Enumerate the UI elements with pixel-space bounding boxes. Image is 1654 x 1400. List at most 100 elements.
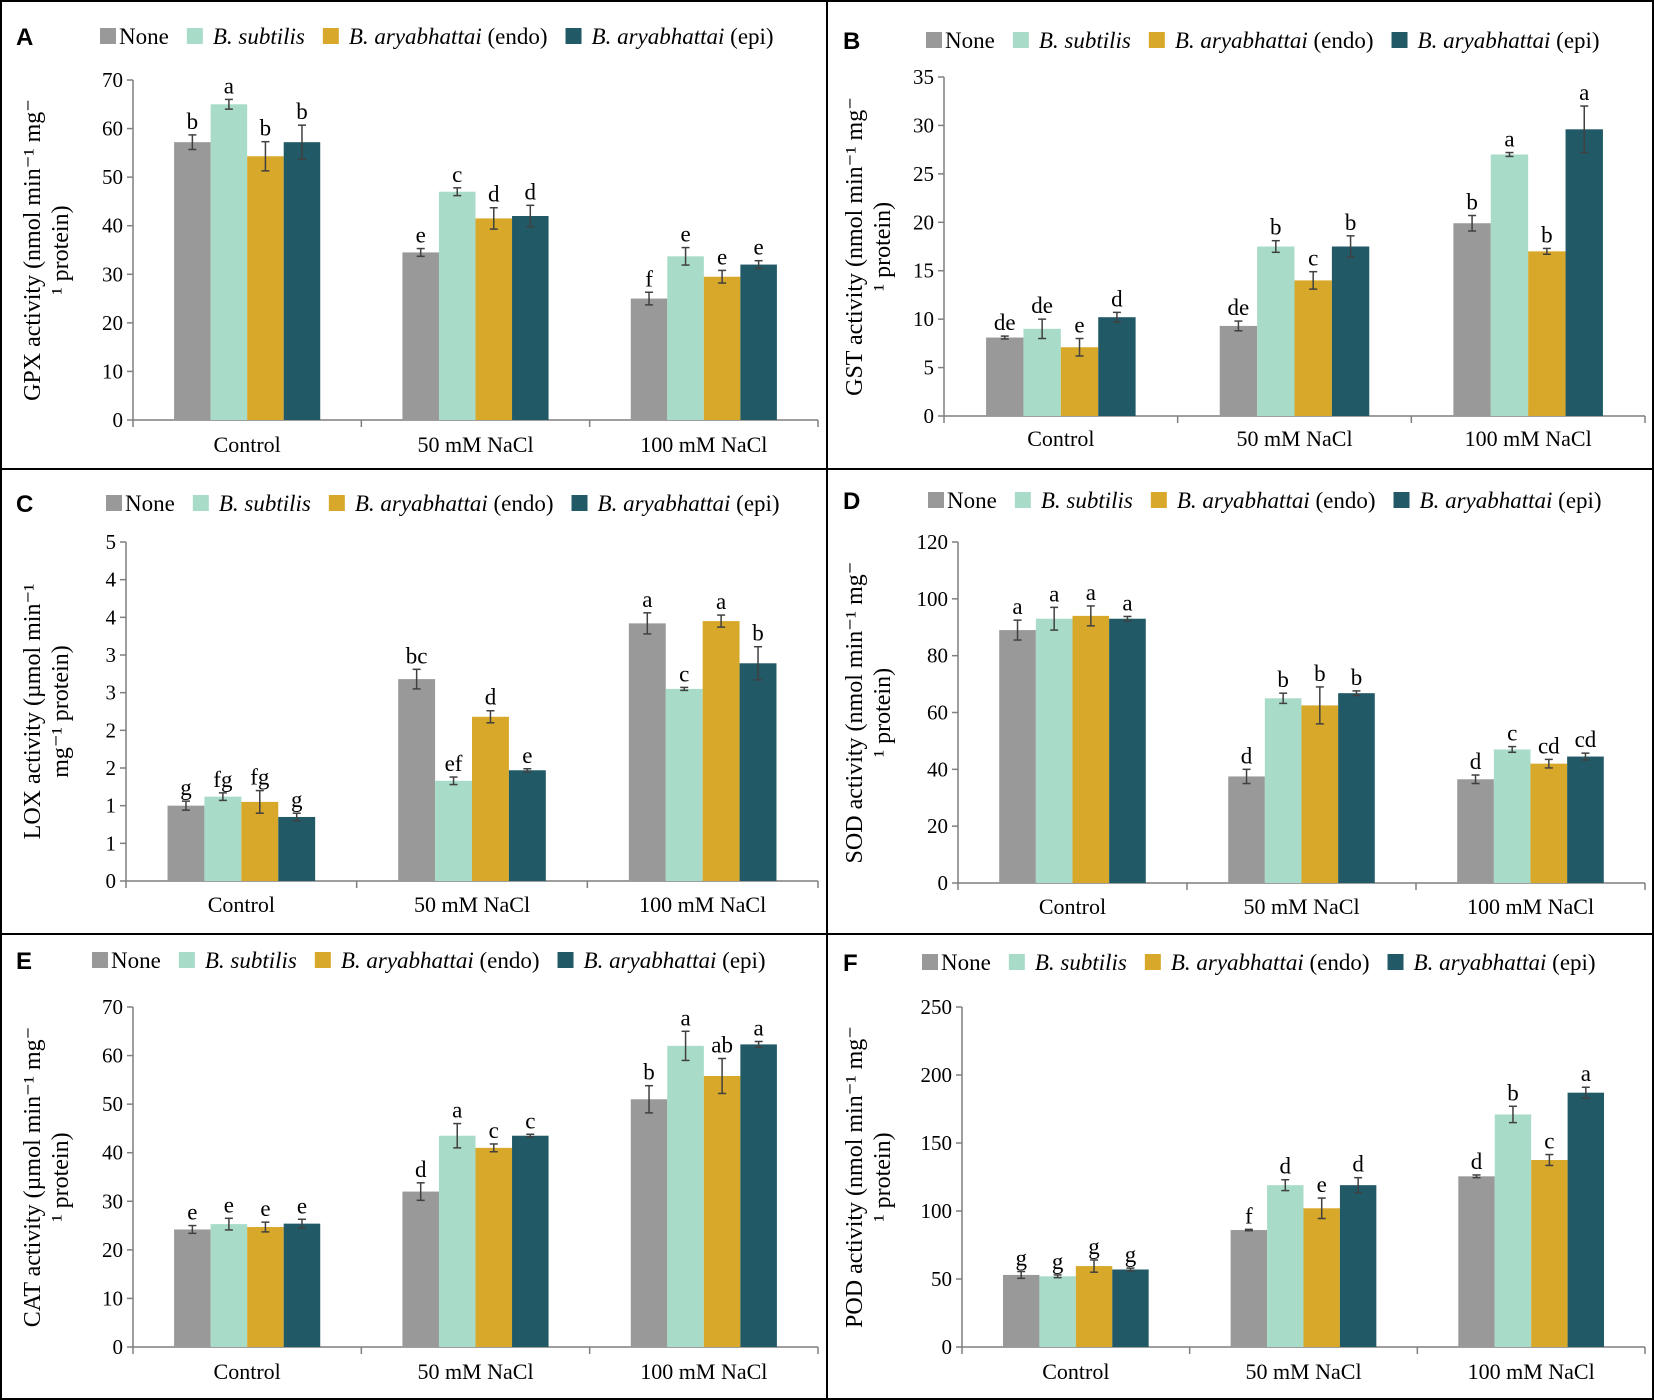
y-tick-label: 30 [913, 113, 934, 137]
y-tick-label: 5 [924, 356, 935, 380]
y-tick-label: 2 [106, 718, 117, 742]
panel-letter: B [843, 28, 860, 55]
data-label: e [260, 1196, 270, 1221]
y-axis-label: GPX activity (nmol min⁻¹ mg⁻ [20, 99, 46, 401]
y-tick-label: 20 [102, 1238, 123, 1262]
data-label: c [489, 1118, 499, 1143]
legend-swatch [178, 952, 195, 968]
y-tick-label: 70 [102, 68, 123, 92]
legend: None B. subtilis B. aryabhattai (endo) B. a… [92, 948, 766, 973]
data-label: de [1228, 295, 1250, 320]
data-label: b [752, 621, 764, 646]
data-label: de [1031, 293, 1053, 318]
legend-swatch [1387, 954, 1404, 970]
x-tick-label: Control [208, 892, 275, 917]
bar [174, 142, 211, 420]
data-label: a [1581, 1061, 1591, 1086]
data-label: a [1122, 590, 1132, 615]
data-label: e [680, 222, 690, 247]
data-label: d [1241, 743, 1253, 768]
bar [1230, 1230, 1268, 1347]
y-axis-label: CAT activity (µmol min⁻¹ mg⁻ [20, 1027, 46, 1328]
chart-panel-d: D None B. subtilis B. aryabhattai (endo) B. … [842, 488, 1646, 919]
bar [1098, 317, 1136, 416]
y-tick-label: 50 [102, 1092, 123, 1116]
x-tick-label: 50 mM NaCl [1236, 426, 1352, 451]
bar [1494, 1114, 1532, 1347]
legend-entry: B. aryabhattai (endo) [341, 948, 540, 973]
y-tick-label: 0 [942, 1335, 953, 1359]
bar [475, 218, 513, 420]
bar [402, 252, 439, 420]
data-label: b [1507, 1080, 1519, 1105]
x-tick-label: Control [1027, 426, 1094, 451]
y-tick-label: 0 [113, 1335, 124, 1359]
y-tick-label: 60 [927, 701, 948, 725]
y-tick-label: 40 [102, 214, 123, 238]
y-axis-label: LOX activity (µmol min⁻¹ [20, 584, 46, 840]
data-label: a [754, 1015, 764, 1040]
data-label: cd [1575, 727, 1597, 752]
bar [1303, 1208, 1340, 1347]
data-label: c [1308, 246, 1318, 271]
data-label: a [1504, 127, 1514, 152]
bar [1530, 763, 1568, 883]
bar [283, 142, 321, 420]
y-tick-label: 15 [913, 259, 934, 283]
bar [1072, 615, 1110, 883]
data-label: a [1012, 594, 1022, 619]
legend-swatch [186, 28, 203, 44]
y-tick-label: 4 [106, 605, 117, 629]
chart-panel-a: A None B. subtilis B. aryabhattai (endo) B. … [16, 24, 819, 457]
bar [1039, 1276, 1076, 1347]
legend-swatch [100, 28, 116, 44]
data-label: b [296, 99, 308, 124]
y-axis-label: ¹ protein) [870, 1132, 896, 1221]
x-tick-label: Control [1039, 894, 1106, 919]
y-axis-label: mg⁻¹ protein) [48, 645, 74, 778]
legend-entry: B. aryabhattai (endo) [1175, 28, 1374, 53]
bar [438, 191, 476, 420]
legend-entry: B. aryabhattai (epi) [592, 24, 774, 49]
y-tick-label: 30 [102, 1189, 123, 1213]
data-label: g [1125, 1242, 1137, 1267]
legend: None B. subtilis B. aryabhattai (endo) B. a… [922, 950, 1596, 975]
bar [283, 1223, 321, 1347]
legend-swatch [922, 954, 938, 970]
bar [1338, 693, 1375, 883]
x-tick-label: 100 mM NaCl [640, 1359, 767, 1384]
y-tick-label: 30 [102, 262, 123, 286]
bar [667, 1045, 704, 1347]
legend-entry: B. subtilis [205, 948, 297, 973]
data-label: b [187, 109, 199, 134]
data-label: b [1345, 210, 1357, 235]
data-label: fg [213, 767, 233, 792]
data-label: d [1352, 1152, 1364, 1177]
chart-panel-f: F None B. subtilis B. aryabhattai (endo) B. … [842, 950, 1646, 1384]
y-tick-label: 3 [106, 681, 117, 705]
bar [1458, 1176, 1495, 1347]
data-label: e [297, 1193, 307, 1218]
x-tick-label: 100 mM NaCl [1468, 1359, 1595, 1384]
data-label: e [522, 743, 532, 768]
data-label: e [754, 235, 764, 260]
y-tick-label: 5 [106, 530, 117, 554]
bar [1023, 328, 1061, 416]
y-tick-label: 20 [927, 814, 948, 838]
legend-entry: None [119, 24, 169, 49]
y-tick-label: 0 [106, 869, 117, 893]
bar [247, 156, 284, 420]
data-label: ab [711, 1032, 733, 1057]
bar [1264, 698, 1302, 883]
legend-swatch [192, 495, 209, 511]
y-tick-label: 20 [102, 311, 123, 335]
y-tick-label: 40 [102, 1141, 123, 1165]
panel-letter: F [843, 950, 858, 977]
bar [278, 816, 316, 881]
y-tick-label: 1 [106, 831, 117, 855]
y-tick-label: 120 [917, 530, 949, 554]
y-tick-label: 1 [106, 794, 117, 818]
data-label: g [1015, 1246, 1027, 1271]
bar [508, 770, 546, 881]
legend-entry: B. subtilis [219, 491, 311, 516]
